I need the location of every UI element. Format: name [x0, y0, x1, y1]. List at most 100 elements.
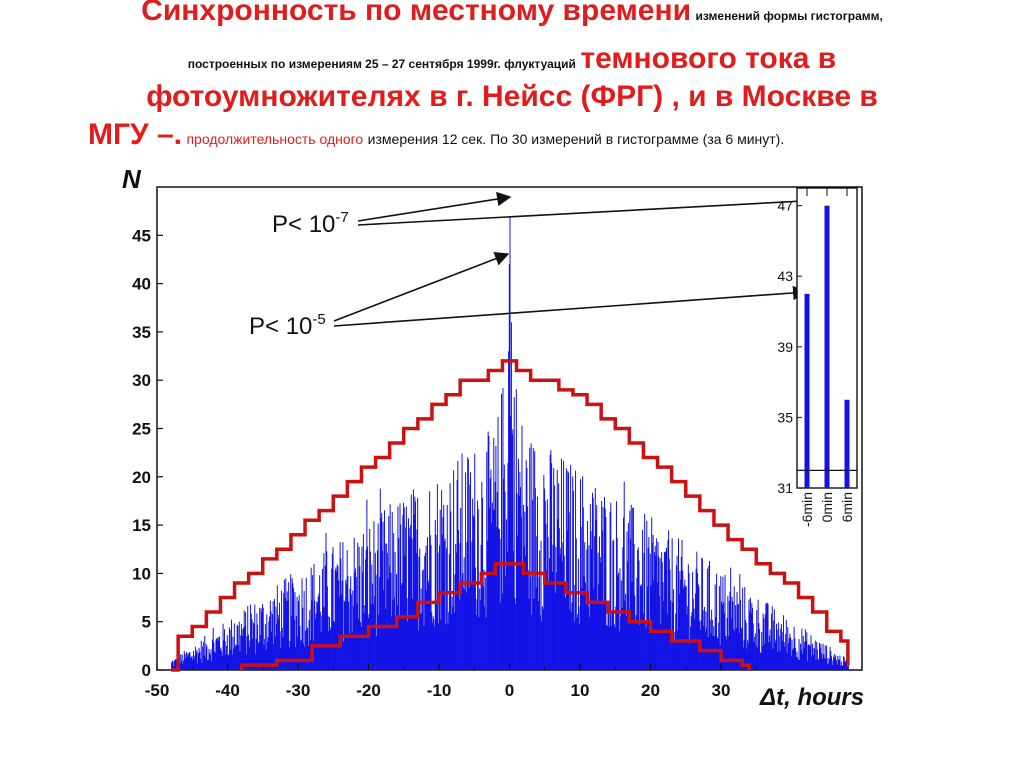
histogram-bar — [204, 635, 206, 670]
inset-category-label: 6min — [839, 492, 855, 522]
y-tick-label: 10 — [132, 564, 151, 583]
histogram-bar — [229, 629, 231, 670]
y-tick-label: 30 — [132, 371, 151, 390]
histogram-bar — [470, 472, 472, 670]
histogram-bar — [354, 572, 356, 670]
histogram-bar — [665, 551, 667, 670]
histogram-bar — [558, 528, 560, 670]
histogram-bar — [447, 624, 449, 670]
histogram-bar — [282, 637, 284, 670]
histogram-bar — [771, 613, 773, 670]
histogram-bar — [807, 645, 809, 670]
histogram-bar — [369, 528, 371, 670]
histogram-bar — [847, 665, 849, 670]
histogram-bar — [724, 574, 726, 670]
histogram-bar — [184, 653, 186, 670]
histogram-bar — [682, 588, 684, 670]
histogram-bar — [295, 616, 297, 670]
histogram-bar — [702, 610, 704, 670]
histogram-bar — [701, 557, 703, 670]
histogram-bar — [259, 607, 261, 670]
histogram-bar — [352, 606, 354, 670]
histogram-bar — [549, 454, 551, 670]
histogram-bar — [205, 643, 207, 670]
histogram-bar — [202, 646, 204, 670]
histogram-bar — [802, 654, 804, 670]
histogram-bar — [180, 654, 182, 670]
histogram-bar — [598, 583, 600, 670]
histogram-bar — [503, 464, 505, 670]
histogram-bar — [495, 445, 497, 670]
histogram-bar — [624, 600, 626, 670]
histogram-bar — [660, 624, 662, 670]
histogram-bar — [670, 633, 672, 670]
histogram-bar — [393, 533, 395, 670]
histogram-bar — [267, 637, 269, 670]
histogram-bar — [465, 472, 467, 670]
histogram-bar — [221, 655, 223, 670]
histogram-bar — [218, 640, 220, 670]
histogram-bar — [529, 576, 531, 670]
histogram-bar — [331, 568, 333, 670]
histogram-bar — [821, 658, 823, 670]
histogram-bar — [715, 617, 717, 670]
histogram-bar — [366, 499, 368, 670]
histogram-bar — [525, 555, 527, 670]
histogram-bar — [310, 567, 312, 670]
histogram-bar — [639, 624, 641, 670]
histogram-bar — [811, 656, 813, 670]
histogram-bar — [822, 643, 824, 670]
histogram-bar — [190, 656, 192, 670]
histogram-bar — [271, 631, 273, 670]
histogram-bar — [536, 496, 538, 670]
histogram-bar — [194, 655, 196, 670]
histogram-bar — [677, 538, 679, 670]
histogram-bar — [651, 542, 653, 670]
histogram-bar — [749, 610, 751, 670]
histogram-bar — [565, 468, 567, 670]
histogram-bar — [275, 606, 277, 670]
histogram-bar — [200, 658, 202, 670]
histogram-bar — [736, 592, 738, 670]
x-tick-label: -20 — [356, 681, 381, 700]
histogram-bar — [379, 488, 381, 670]
histogram-bar — [746, 648, 748, 670]
histogram-bar — [666, 547, 668, 670]
histogram-bar — [792, 649, 794, 670]
histogram-bar — [342, 542, 344, 670]
histogram-bar — [321, 569, 323, 670]
histogram-bar — [619, 568, 621, 670]
histogram-bar — [747, 639, 749, 670]
histogram-bar — [252, 638, 254, 670]
histogram-bar — [793, 626, 795, 670]
histogram-bar — [498, 529, 500, 670]
histogram-bar — [711, 619, 713, 670]
histogram-bar — [806, 632, 808, 670]
histogram-bar — [431, 612, 433, 670]
histogram-bar — [453, 470, 455, 670]
histogram-bar — [572, 476, 574, 670]
histogram-bar — [306, 628, 308, 670]
histogram-bar — [628, 609, 630, 670]
histogram-bar — [697, 573, 699, 670]
histogram-bar — [468, 588, 470, 670]
histogram-bar — [277, 618, 279, 670]
histogram-bar — [582, 507, 584, 670]
histogram-bar — [548, 558, 550, 670]
histogram-bar — [538, 576, 540, 670]
histogram-bar — [391, 512, 393, 670]
histogram-bar — [688, 573, 690, 670]
histogram-bar — [171, 660, 173, 670]
histogram-bar — [452, 606, 454, 670]
histogram-bar — [211, 661, 213, 670]
histogram-bar — [518, 495, 520, 670]
histogram-bar — [791, 639, 793, 670]
histogram-bar — [266, 641, 268, 670]
histogram-bar — [381, 551, 383, 670]
histogram-bar — [321, 615, 323, 670]
histogram-bar — [201, 662, 203, 670]
histogram-bar — [776, 629, 778, 670]
histogram-bar — [749, 597, 751, 670]
histogram-bar — [228, 654, 230, 670]
histogram-bar — [371, 564, 373, 670]
